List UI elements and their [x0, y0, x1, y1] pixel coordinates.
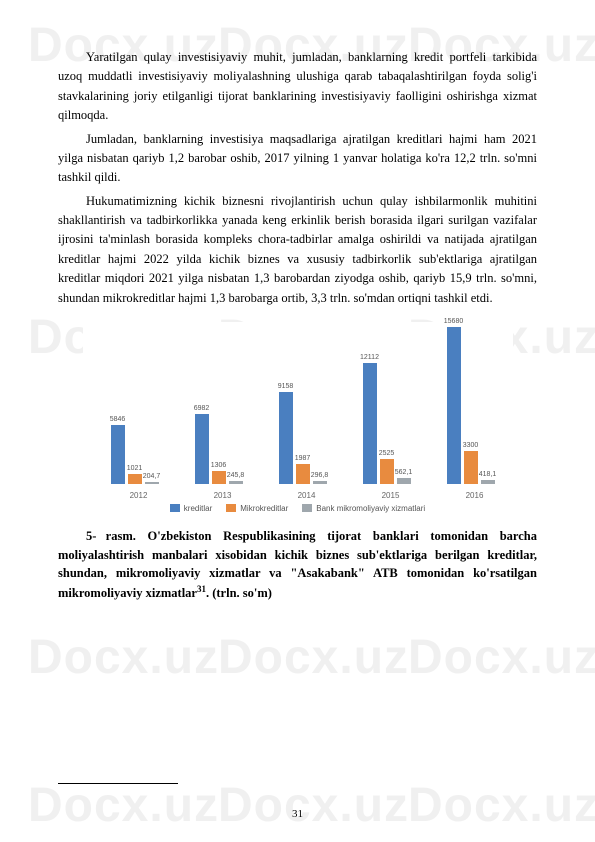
chart-bar: [481, 480, 495, 484]
watermark: Docx.uz: [408, 630, 595, 685]
watermark: Docx.uz: [218, 630, 409, 685]
chart-bar: [145, 482, 159, 484]
footnote-rule: [58, 783, 178, 784]
bar-value-label: 296,8: [302, 472, 338, 479]
chart-bar: [464, 451, 478, 484]
chart-bar: [397, 478, 411, 484]
figure-caption: 5- rasm. O'zbekiston Respublikasining ti…: [58, 527, 537, 603]
bar-value-label: 12112: [352, 354, 388, 361]
x-axis-label: 2013: [187, 491, 259, 500]
footnote-marker: 31: [197, 584, 206, 594]
watermark: Docx.uz: [28, 778, 219, 833]
caption-number: 5-: [58, 527, 94, 546]
x-axis-label: 2012: [103, 491, 175, 500]
legend-item: Mikrokreditlar: [226, 504, 288, 513]
legend-swatch: [302, 504, 312, 512]
chart-bar: [229, 481, 243, 483]
legend-label: Bank mikromoliyaviy xizmatlari: [316, 504, 425, 513]
paragraph-2: Jumladan, banklarning investisiya maqsad…: [58, 130, 537, 188]
bar-value-label: 6982: [184, 405, 220, 412]
bar-value-label: 3300: [453, 442, 489, 449]
bar-value-label: 1306: [201, 462, 237, 469]
chart-bar: [313, 481, 327, 484]
bar-value-label: 9158: [268, 383, 304, 390]
caption-text: rasm. O'zbekiston Respublikasining tijor…: [58, 529, 537, 600]
page-number: 31: [0, 808, 595, 820]
bar-chart: 5846 1021204,7 2012 6982 1306 245,8 2013 9158 19…: [83, 322, 513, 513]
x-axis-label: 2016: [439, 491, 511, 500]
bar-value-label: 1021: [117, 465, 153, 472]
x-axis-label: 2014: [271, 491, 343, 500]
legend-swatch: [170, 504, 180, 512]
legend-item: kreditlar: [170, 504, 212, 513]
watermark: Docx.uz: [28, 630, 219, 685]
legend-label: Mikrokreditlar: [240, 504, 288, 513]
watermark: Docx.uz: [218, 778, 409, 833]
paragraph-3: Hukumatimizning kichik biznesni rivojlan…: [58, 192, 537, 308]
page-content: Yaratilgan qulay investisiyaviy muhit, j…: [0, 0, 595, 623]
watermark: Docx.uz: [408, 778, 595, 833]
bar-value-label: 15680: [436, 318, 472, 325]
bar-value-label: 204,7: [134, 473, 170, 480]
bar-value-label: 5846: [100, 416, 136, 423]
chart-bar: [111, 425, 125, 483]
chart-legend: kreditlar Mikrokreditlar Bank mikromoliyav…: [83, 504, 513, 513]
legend-label: kreditlar: [184, 504, 212, 513]
paragraph-1: Yaratilgan qulay investisiyaviy muhit, j…: [58, 48, 537, 126]
caption-suffix: . (trln. so'm): [206, 586, 272, 600]
legend-item: Bank mikromoliyaviy xizmatlari: [302, 504, 425, 513]
bar-value-label: 562,1: [386, 469, 422, 476]
chart-plot-area: 5846 1021204,7 2012 6982 1306 245,8 2013 9158 19…: [83, 322, 513, 502]
bar-value-label: 2525: [369, 450, 405, 457]
chart-bar: [363, 363, 377, 484]
chart-bar: [195, 414, 209, 484]
legend-swatch: [226, 504, 236, 512]
x-axis-label: 2015: [355, 491, 427, 500]
bar-value-label: 1987: [285, 455, 321, 462]
chart-bar: [279, 392, 293, 484]
chart-bar: [447, 327, 461, 484]
bar-value-label: 418,1: [470, 471, 506, 478]
bar-value-label: 245,8: [218, 472, 254, 479]
